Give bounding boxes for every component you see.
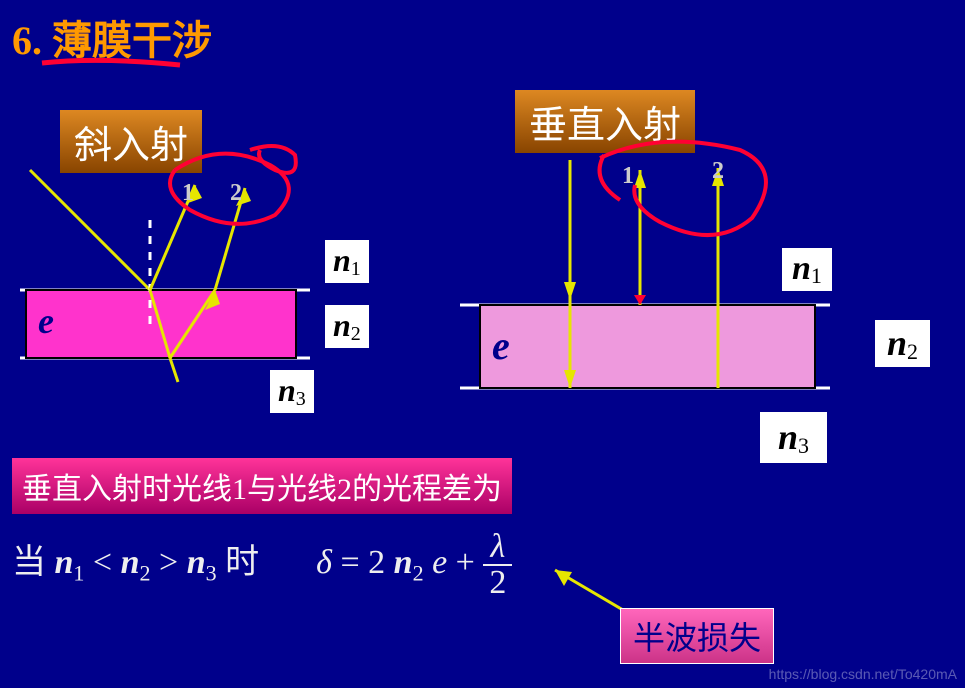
left-diagram: 斜入射 1 2 e n1 n2 [20, 100, 400, 410]
formula-n2: n [121, 544, 140, 581]
left-n1-sub: 1 [351, 258, 361, 280]
formula-prefix: 当 [12, 544, 46, 581]
left-n2-sub: 2 [351, 323, 361, 345]
left-e-label: e [38, 300, 54, 342]
right-n2: n [887, 323, 907, 363]
formula-gt: > [159, 544, 187, 581]
right-diagram: 垂直入射 1 2 e n1 n2 n3 [460, 90, 940, 470]
right-n3-box: n3 [760, 412, 827, 463]
formula-n1: n [55, 544, 74, 581]
right-n1-box: n1 [782, 248, 832, 291]
watermark: https://blog.csdn.net/To420mA [769, 666, 957, 682]
right-n1: n [792, 250, 811, 287]
left-n2-box: n2 [325, 305, 369, 348]
right-ray1-label: 1 [622, 163, 634, 190]
formula-n2-sub: 2 [140, 561, 151, 586]
right-e-label: e [492, 322, 510, 369]
formula-lt: < [93, 544, 121, 581]
half-wave-box: 半波损失 [620, 608, 774, 664]
right-n3-sub: 3 [798, 433, 809, 458]
half-wave-text: 半波损失 [633, 620, 761, 656]
formula-suffix: 时 [225, 544, 259, 581]
formula-n2b: n [394, 544, 413, 581]
statement-bar: 垂直入射时光线1与光线2的光程差为 [12, 458, 512, 514]
right-n3: n [778, 417, 798, 457]
right-n1-sub: 1 [811, 263, 822, 288]
formula-lambda: λ [483, 530, 512, 566]
formula-plus: + [456, 544, 484, 581]
formula-e: e [432, 544, 447, 581]
formula-over2: 2 [483, 566, 512, 600]
formula-n1-sub: 1 [73, 561, 84, 586]
left-n3-box: n3 [270, 370, 314, 413]
left-ray1-label: 1 [182, 180, 194, 207]
left-n3-sub: 3 [296, 388, 306, 410]
right-n2-sub: 2 [907, 339, 918, 364]
left-n1: n [333, 242, 351, 278]
formula-n3-sub: 3 [206, 561, 217, 586]
formula-n3: n [187, 544, 206, 581]
left-n3: n [278, 372, 296, 408]
formula-eq: = 2 [340, 544, 385, 581]
left-n1-box: n1 [325, 240, 369, 283]
title-underline [40, 55, 200, 73]
formula-n2b-sub: 2 [413, 561, 424, 586]
watermark-text: https://blog.csdn.net/To420mA [769, 666, 957, 682]
statement-text: 垂直入射时光线1与光线2的光程差为 [22, 473, 502, 506]
left-ray2-label: 2 [230, 180, 242, 207]
right-n2-box: n2 [875, 320, 930, 367]
left-n2: n [333, 307, 351, 343]
formula-delta: δ [316, 544, 332, 581]
formula: 当 n1 < n2 > n3 时 δ = 2 n2 e + λ 2 [12, 530, 512, 600]
right-ray2-label: 2 [712, 158, 724, 185]
